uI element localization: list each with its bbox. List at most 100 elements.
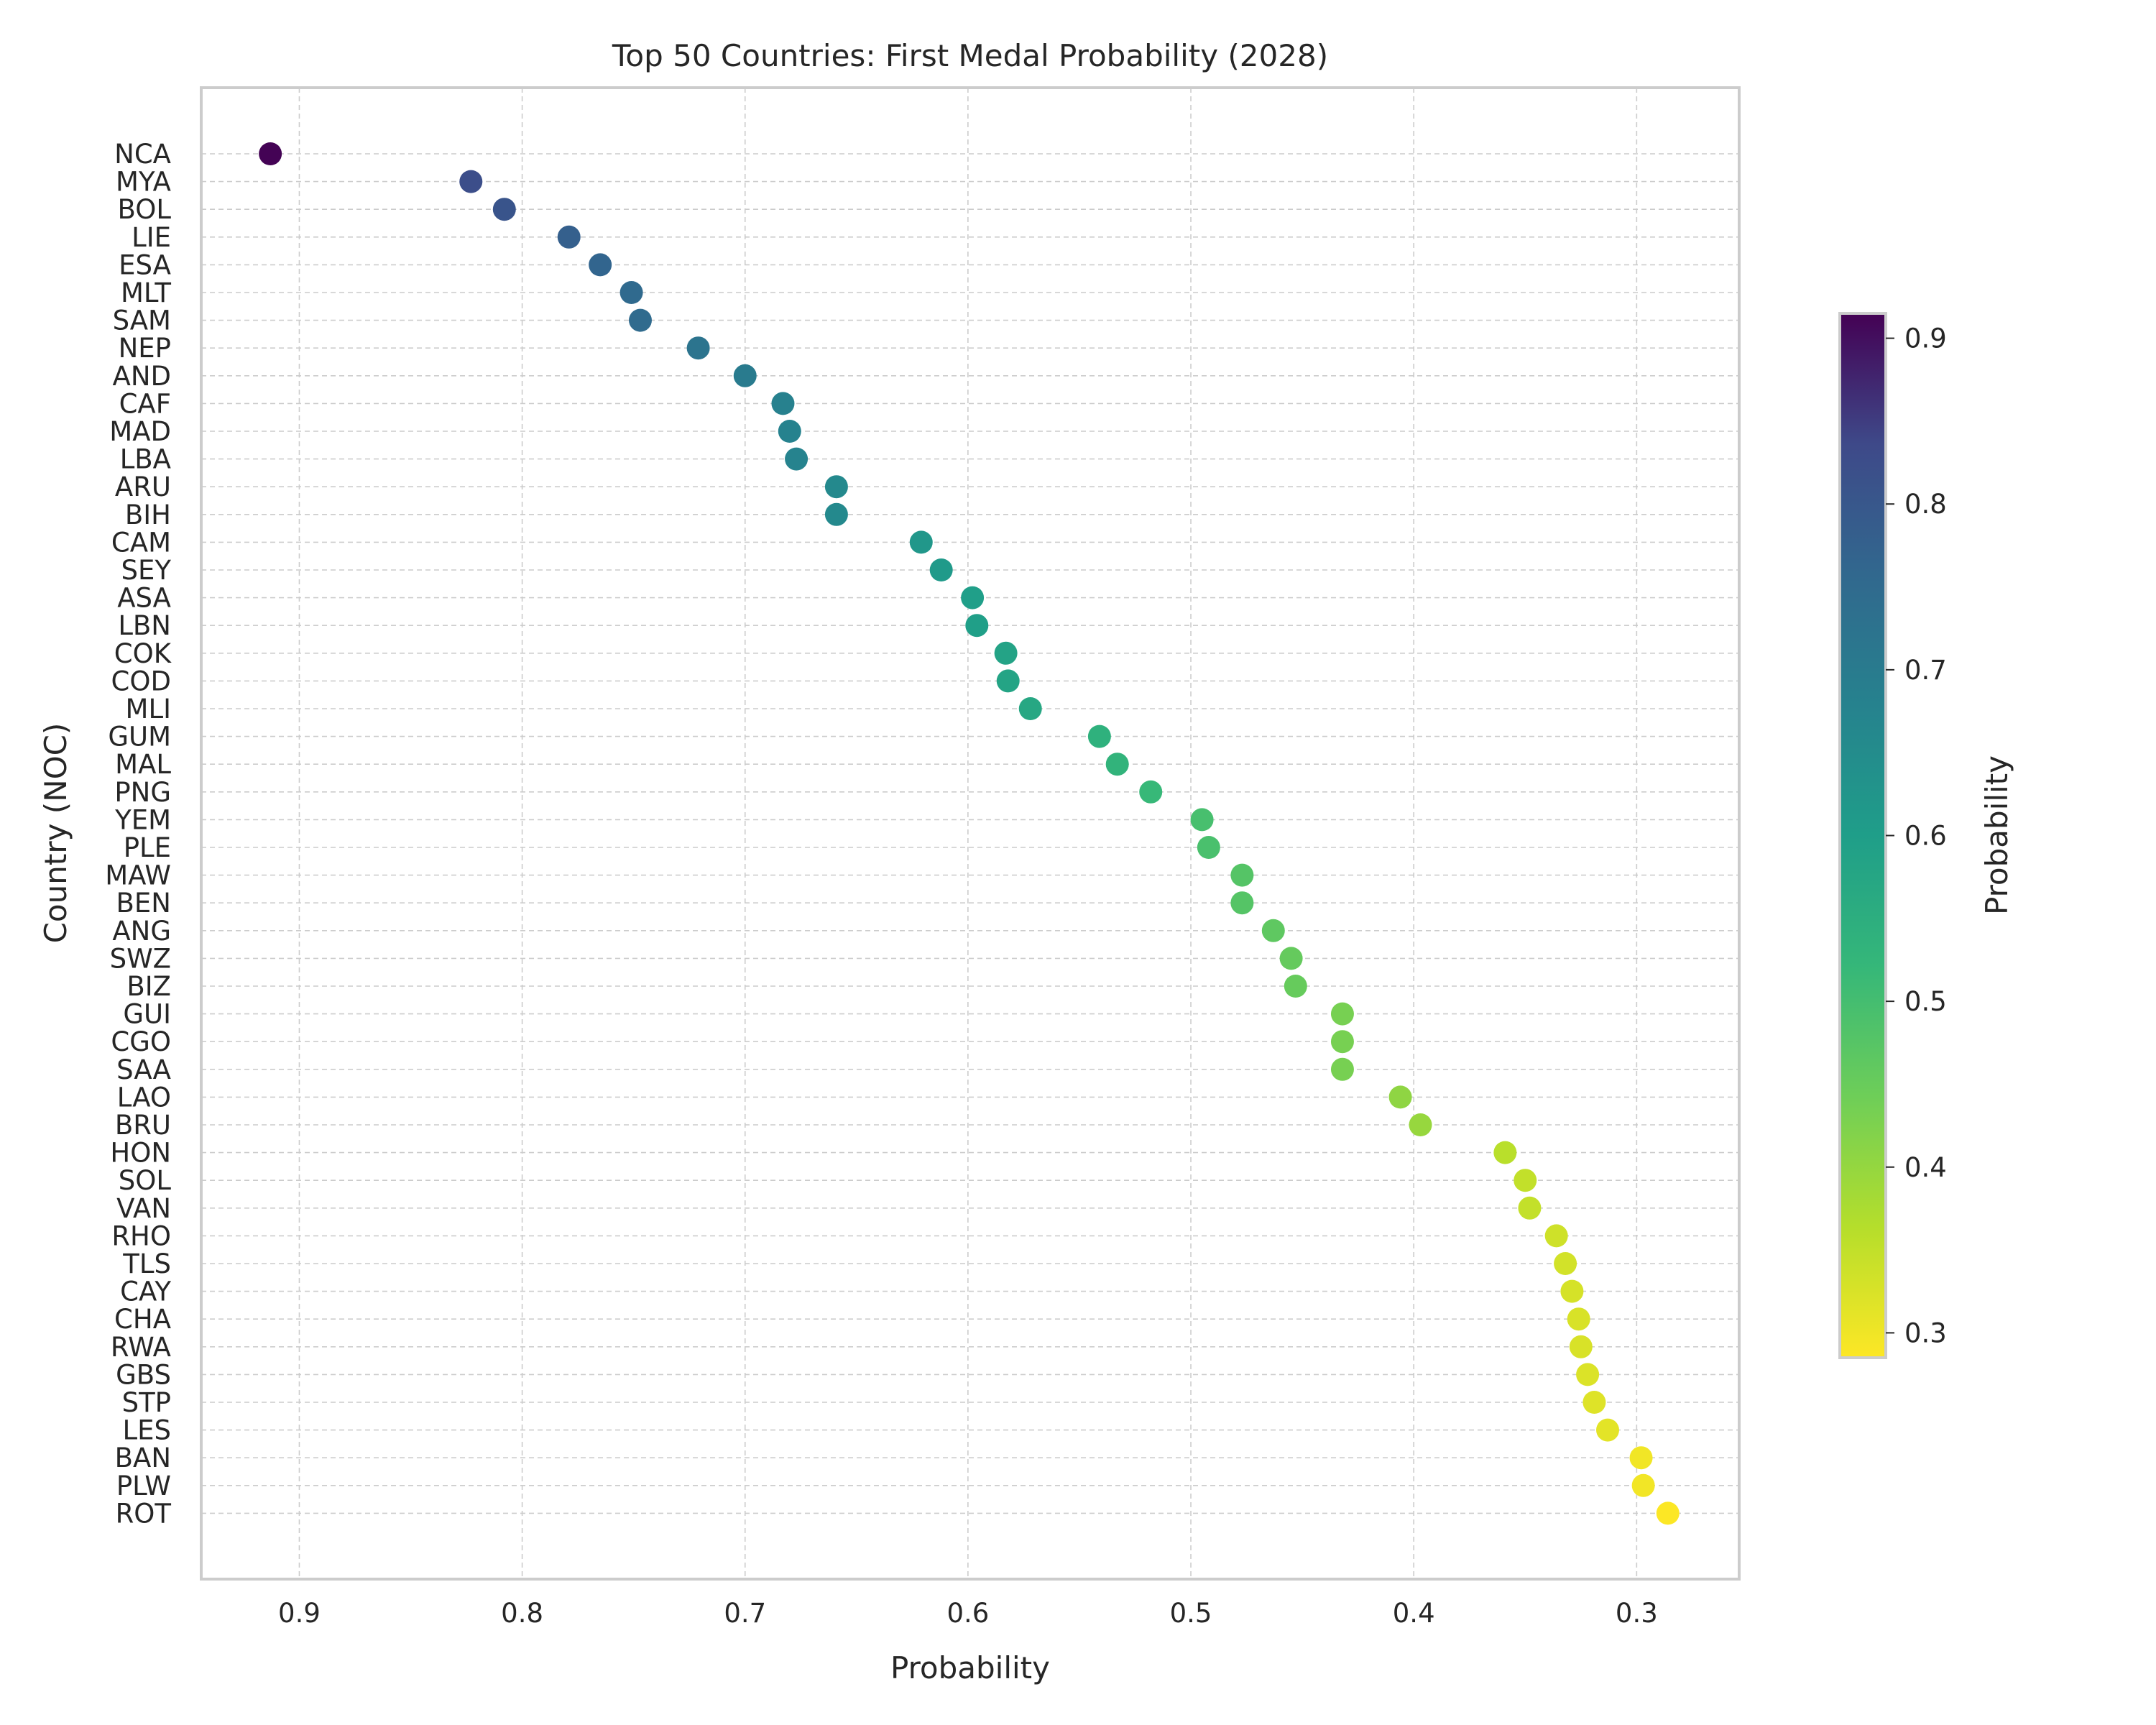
y-tick-label: TLS <box>122 1248 171 1279</box>
colorbar-tick-label: 0.5 <box>1904 986 1947 1017</box>
data-point <box>459 170 483 193</box>
data-point <box>1409 1113 1432 1136</box>
y-tick-label: GBS <box>116 1359 171 1390</box>
y-tick-label: CAM <box>111 527 171 558</box>
y-tick-label: GUM <box>108 722 171 753</box>
y-tick-label: PLW <box>116 1471 171 1501</box>
data-point <box>1596 1418 1620 1442</box>
y-tick-label: SEY <box>121 555 172 586</box>
y-tick-label: MAL <box>115 749 171 780</box>
data-point <box>1087 724 1111 748</box>
y-tick-label: SOL <box>119 1165 172 1196</box>
data-point <box>1230 863 1254 887</box>
colorbar-tick-label: 0.9 <box>1904 323 1947 354</box>
grid <box>201 88 1739 1579</box>
data-point <box>1583 1391 1606 1414</box>
data-point <box>1279 947 1303 970</box>
y-tick-label: HON <box>110 1138 171 1169</box>
y-tick-label: ESA <box>119 249 171 280</box>
y-tick-label: BIZ <box>126 971 171 1002</box>
data-point <box>965 614 989 638</box>
y-tick-label: YEM <box>114 804 171 835</box>
data-point <box>1105 753 1129 776</box>
y-tick-label: LBA <box>120 444 171 475</box>
x-tick-label: 0.7 <box>724 1598 766 1629</box>
y-tick-label: MLI <box>126 694 171 724</box>
y-tick-label: SAM <box>113 305 171 336</box>
x-axis-label: Probability <box>890 1650 1050 1685</box>
data-point <box>733 364 757 387</box>
x-tick-label: 0.3 <box>1616 1598 1658 1629</box>
data-point <box>1560 1279 1584 1303</box>
data-point <box>996 669 1020 693</box>
data-point <box>1554 1252 1577 1275</box>
data-point <box>589 253 612 277</box>
y-tick-label: SAA <box>116 1054 171 1085</box>
y-tick-label: COD <box>111 666 171 696</box>
data-point <box>1518 1196 1542 1220</box>
y-tick-label: NCA <box>114 139 171 170</box>
data-point <box>1261 919 1285 942</box>
y-tick-label: ANG <box>112 916 171 947</box>
y-tick-label: CAY <box>120 1276 171 1307</box>
y-tick-label: BAN <box>115 1443 171 1473</box>
data-point <box>909 530 933 554</box>
y-tick-label: GUI <box>123 999 171 1030</box>
y-tick-label: ASA <box>117 583 171 614</box>
y-tick-label: LIE <box>132 222 171 253</box>
y-tick-label: CHA <box>114 1304 171 1335</box>
colorbar-tick-label: 0.8 <box>1904 489 1947 520</box>
data-point <box>1190 808 1214 832</box>
x-axis: 0.9 0.8 0.7 0.6 0.5 0.4 0.3 <box>278 1598 1658 1629</box>
y-tick-label: ROT <box>116 1498 172 1529</box>
data-point <box>785 447 808 471</box>
y-axis-label: Country (NOC) <box>38 723 73 944</box>
colorbar-ticks: 0.9 0.8 0.7 0.6 0.5 0.4 0.3 <box>1886 323 1947 1348</box>
y-tick-label: ARU <box>115 472 171 502</box>
data-point <box>1576 1363 1600 1386</box>
data-points <box>259 142 1680 1525</box>
colorbar-tick-label: 0.3 <box>1904 1317 1947 1348</box>
data-point <box>929 558 953 581</box>
colorbar-tick-label: 0.7 <box>1904 655 1947 686</box>
y-tick-label: AND <box>113 361 171 392</box>
y-tick-label: MYA <box>116 167 171 198</box>
y-tick-label: LES <box>123 1415 171 1446</box>
data-point <box>1569 1335 1593 1358</box>
data-point <box>1493 1141 1517 1164</box>
data-point <box>961 586 985 610</box>
x-tick-label: 0.4 <box>1393 1598 1435 1629</box>
data-point <box>1230 891 1254 915</box>
colorbar-label: Probability <box>1979 755 2014 915</box>
y-tick-label: MAD <box>109 416 171 447</box>
data-point <box>1388 1085 1412 1109</box>
y-tick-label: CAF <box>119 388 171 419</box>
data-point <box>686 336 710 360</box>
data-point <box>1018 697 1042 720</box>
y-tick-label: CGO <box>111 1026 171 1057</box>
colorbar-tick-label: 0.4 <box>1904 1152 1947 1183</box>
data-point <box>1330 1002 1354 1026</box>
y-axis: NCAMYABOLLIEESAMLTSAMNEPANDCAFMADLBAARUB… <box>105 139 172 1529</box>
data-point <box>1284 975 1307 998</box>
x-tick-label: 0.8 <box>501 1598 543 1629</box>
y-tick-label: RHO <box>111 1220 171 1251</box>
data-point <box>628 308 652 332</box>
data-point <box>1629 1446 1653 1470</box>
y-tick-label: LBN <box>118 610 171 641</box>
data-point <box>1544 1224 1568 1248</box>
y-tick-label: BRU <box>115 1110 171 1141</box>
y-tick-label: COK <box>114 638 172 669</box>
data-point <box>771 392 795 415</box>
plot-frame <box>200 86 1741 1581</box>
y-tick-label: MAW <box>105 860 171 891</box>
y-tick-label: NEP <box>119 333 171 364</box>
y-tick-label: SWZ <box>110 943 171 974</box>
y-tick-label: LAO <box>117 1082 171 1113</box>
data-point <box>1567 1307 1590 1331</box>
x-tick-label: 0.6 <box>946 1598 989 1629</box>
data-point <box>259 142 282 165</box>
chart-title: Top 50 Countries: First Medal Probabilit… <box>612 38 1328 73</box>
y-tick-label: PNG <box>114 777 171 808</box>
